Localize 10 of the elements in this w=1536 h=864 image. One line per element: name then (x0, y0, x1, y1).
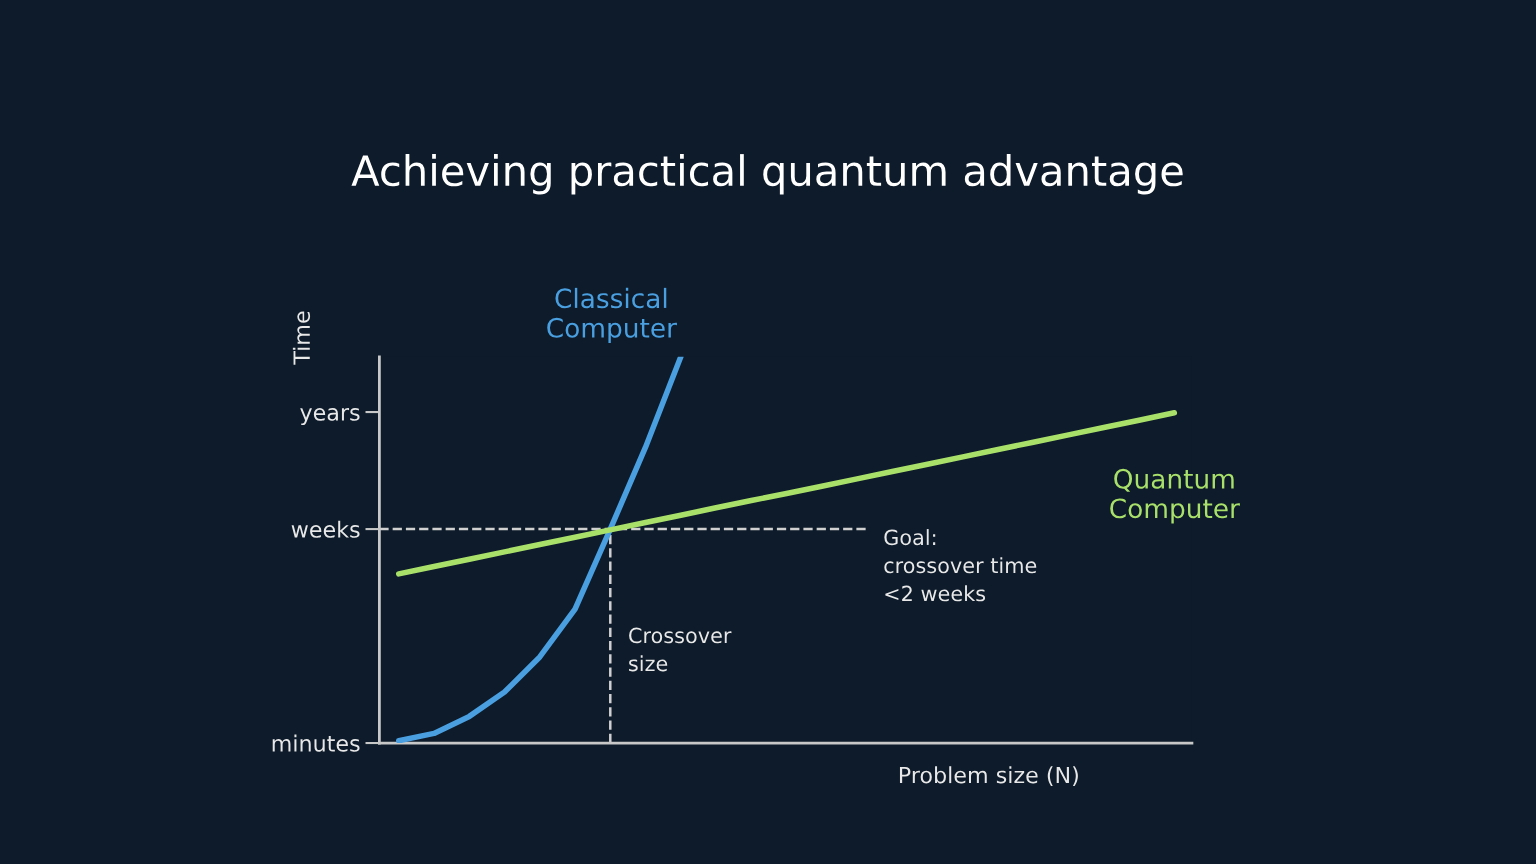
annotation: Goal: crossover time <2 weeks (884, 529, 1037, 602)
x-axis-title: Problem size (N) (899, 766, 1078, 787)
series-label: Classical Computer (547, 287, 677, 343)
ref-line-label: years (300, 408, 360, 426)
text: minutes (272, 734, 360, 752)
chart-title: Achieving practical quantum advantage (351, 154, 1183, 195)
ref-line-label: weeks (291, 520, 360, 538)
series-label: Quantum Computer (1110, 468, 1240, 524)
y-axis-title: Time (292, 311, 311, 365)
annotation: Crossover size (629, 627, 732, 672)
